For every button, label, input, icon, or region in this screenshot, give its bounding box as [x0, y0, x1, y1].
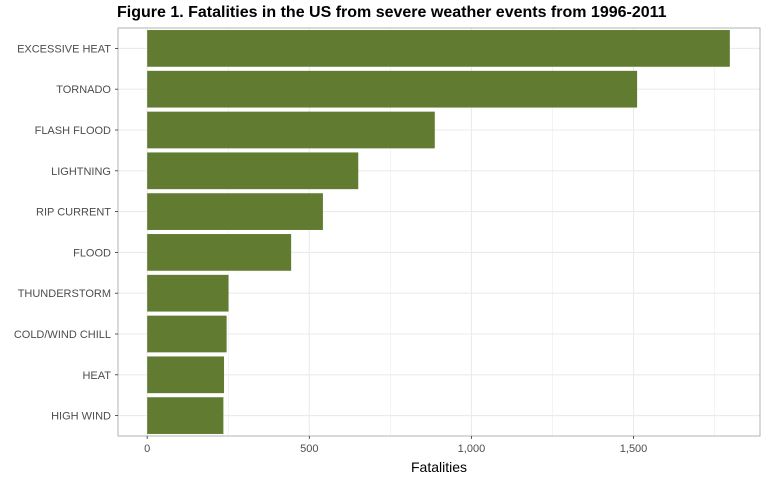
- bar: [147, 193, 323, 230]
- x-axis-ticks: 0 500 1,000 1,500: [144, 436, 647, 455]
- category-label: LIGHTNING: [51, 166, 111, 178]
- category-label: HIGH WIND: [51, 411, 111, 423]
- x-tick-label: 1,500: [620, 443, 648, 455]
- category-label: FLASH FLOOD: [35, 125, 111, 137]
- bar: [147, 30, 730, 67]
- chart-title: Figure 1. Fatalities in the US from seve…: [117, 4, 667, 21]
- x-tick-label: 500: [300, 443, 318, 455]
- x-tick-label: 1,000: [458, 443, 486, 455]
- category-labels: EXCESSIVE HEAT TORNADO FLASH FLOOD LIGHTNIN…: [14, 43, 118, 423]
- bar: [147, 315, 227, 353]
- category-label: FLOOD: [73, 247, 111, 259]
- bars-layer: [147, 30, 730, 434]
- bar: [147, 397, 224, 434]
- category-label: TORNADO: [56, 84, 111, 96]
- bar: [147, 234, 292, 271]
- category-label: COLD/WIND CHILL: [14, 329, 111, 341]
- category-label: EXCESSIVE HEAT: [17, 43, 111, 55]
- bar: [147, 356, 225, 394]
- panel-border: [117, 27, 761, 437]
- category-label: THUNDERSTORM: [18, 288, 111, 300]
- x-tick-label: 0: [144, 443, 150, 455]
- bar: [147, 274, 229, 312]
- category-label: RIP CURRENT: [36, 207, 111, 219]
- bar: [147, 111, 435, 149]
- bar: [147, 70, 638, 108]
- category-label: HEAT: [82, 370, 111, 382]
- bar: [147, 152, 359, 190]
- x-axis-title: Fatalities: [411, 459, 467, 475]
